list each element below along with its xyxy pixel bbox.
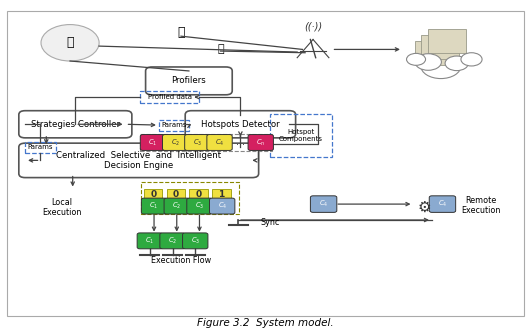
FancyBboxPatch shape xyxy=(183,233,208,249)
Text: Profilers: Profilers xyxy=(172,76,206,86)
Bar xyxy=(190,189,208,200)
Text: 0: 0 xyxy=(173,190,179,199)
Text: Params: Params xyxy=(161,122,187,128)
FancyBboxPatch shape xyxy=(164,198,190,214)
Text: Hotspot
Components: Hotspot Components xyxy=(279,129,323,142)
FancyBboxPatch shape xyxy=(141,198,167,214)
Bar xyxy=(141,182,239,214)
FancyBboxPatch shape xyxy=(162,135,188,150)
Text: ((·)): ((·)) xyxy=(304,21,322,31)
Circle shape xyxy=(407,53,425,65)
Text: $C_2$: $C_2$ xyxy=(168,236,177,246)
Text: 0: 0 xyxy=(195,190,202,199)
Text: $C_4$: $C_4$ xyxy=(438,199,447,209)
Text: $C_4$: $C_4$ xyxy=(215,137,224,148)
Text: Params: Params xyxy=(28,144,53,150)
Text: $C_3$: $C_3$ xyxy=(191,236,200,246)
Text: $C_2$: $C_2$ xyxy=(172,201,181,211)
FancyBboxPatch shape xyxy=(19,143,259,178)
Text: $C_n$: $C_n$ xyxy=(256,137,266,148)
Text: Local
Execution: Local Execution xyxy=(42,198,82,217)
Text: Remote
Execution: Remote Execution xyxy=(461,196,500,215)
Text: Centralized  Selective  and  Intelligent
Decision Engine: Centralized Selective and Intelligent De… xyxy=(56,151,221,170)
Text: Figure 3.2  System model.: Figure 3.2 System model. xyxy=(197,318,334,328)
Bar xyxy=(140,134,272,151)
Bar xyxy=(140,91,200,103)
Circle shape xyxy=(421,53,461,78)
Text: 0: 0 xyxy=(150,190,156,199)
Circle shape xyxy=(415,54,441,70)
Text: ...: ... xyxy=(236,138,245,148)
FancyBboxPatch shape xyxy=(311,196,337,212)
FancyBboxPatch shape xyxy=(185,111,296,138)
Text: $C_1$: $C_1$ xyxy=(148,137,158,148)
Bar xyxy=(159,120,190,131)
Text: ⚙: ⚙ xyxy=(417,200,431,215)
FancyBboxPatch shape xyxy=(187,198,212,214)
FancyBboxPatch shape xyxy=(248,135,273,150)
Text: $C_4$: $C_4$ xyxy=(319,199,328,209)
Text: Profiled data: Profiled data xyxy=(148,94,192,100)
Text: 1: 1 xyxy=(218,190,225,199)
Text: Sync: Sync xyxy=(260,218,280,227)
FancyBboxPatch shape xyxy=(160,233,185,249)
FancyBboxPatch shape xyxy=(185,135,210,150)
Circle shape xyxy=(41,25,99,61)
Text: 📱: 📱 xyxy=(177,26,185,39)
Bar xyxy=(25,142,56,153)
Text: 📱: 📱 xyxy=(217,44,224,54)
Text: $C_1$: $C_1$ xyxy=(149,201,159,211)
Text: $C_4$: $C_4$ xyxy=(218,201,227,211)
Text: Hotspots Detector: Hotspots Detector xyxy=(201,120,280,129)
Circle shape xyxy=(461,53,482,66)
FancyBboxPatch shape xyxy=(137,233,162,249)
Text: Execution Flow: Execution Flow xyxy=(151,256,211,265)
FancyBboxPatch shape xyxy=(427,29,466,53)
Bar xyxy=(144,189,162,200)
Text: $C_1$: $C_1$ xyxy=(145,236,155,246)
FancyBboxPatch shape xyxy=(19,111,132,138)
Bar xyxy=(270,114,332,157)
Text: $C_2$: $C_2$ xyxy=(170,137,180,148)
Circle shape xyxy=(445,56,468,70)
Text: Strategies Controller: Strategies Controller xyxy=(31,120,120,129)
Bar xyxy=(212,189,230,200)
FancyBboxPatch shape xyxy=(210,198,235,214)
Bar xyxy=(167,189,185,200)
Text: $C_3$: $C_3$ xyxy=(193,137,202,148)
Text: 📱: 📱 xyxy=(66,36,74,49)
FancyBboxPatch shape xyxy=(429,196,456,212)
FancyBboxPatch shape xyxy=(207,135,232,150)
Text: $C_3$: $C_3$ xyxy=(195,201,204,211)
FancyBboxPatch shape xyxy=(140,135,166,150)
FancyBboxPatch shape xyxy=(145,67,232,95)
FancyBboxPatch shape xyxy=(421,35,459,59)
FancyBboxPatch shape xyxy=(415,41,453,65)
